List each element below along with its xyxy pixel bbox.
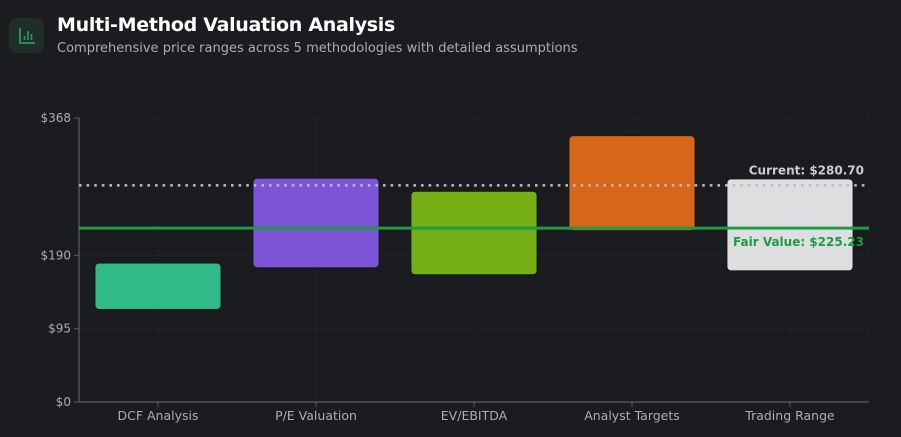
x-tick-label: EV/EBITDA [441, 408, 508, 423]
x-tick-label: Trading Range [744, 408, 835, 423]
x-tick-label: P/E Valuation [275, 408, 357, 423]
page-title: Multi-Method Valuation Analysis [57, 14, 396, 36]
range-bar [94, 262, 222, 310]
x-tick-label: DCF Analysis [117, 408, 198, 423]
y-tick-label: $368 [40, 111, 71, 125]
y-tick-label: $95 [48, 322, 71, 336]
bar-chart-icon [9, 18, 44, 53]
range-bar [726, 178, 854, 272]
range-bar [252, 177, 380, 269]
x-tick-label: Analyst Targets [584, 408, 680, 423]
y-tick-label: $0 [56, 395, 71, 409]
range-bar [568, 135, 696, 232]
y-tick-label: $190 [40, 248, 71, 262]
fair-value-label: Fair Value: $225.23 [733, 235, 864, 249]
page-subtitle: Comprehensive price ranges across 5 meth… [57, 41, 578, 56]
current-price-label: Current: $280.70 [749, 163, 864, 177]
range-bar [410, 190, 538, 276]
